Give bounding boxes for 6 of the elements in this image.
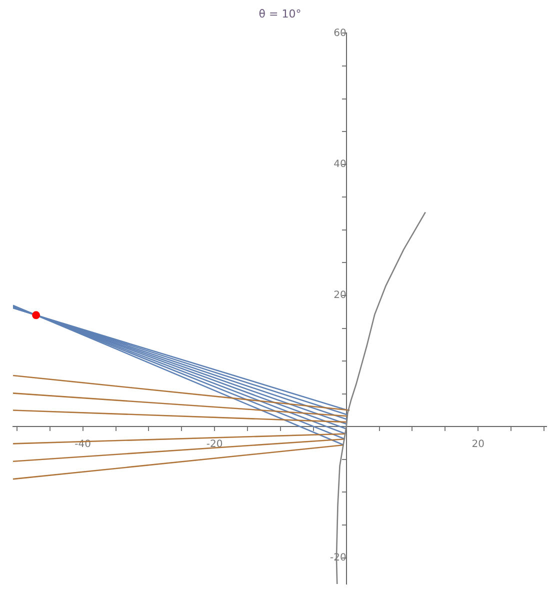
- y-tick-label: 60: [334, 28, 346, 39]
- x-tick-label: -20: [206, 439, 223, 450]
- y-tick-label: 20: [334, 290, 346, 302]
- y-tick-label: 40: [334, 158, 346, 170]
- x-tick-label: 20: [472, 439, 484, 450]
- chart-title: θ = 10°: [258, 7, 302, 20]
